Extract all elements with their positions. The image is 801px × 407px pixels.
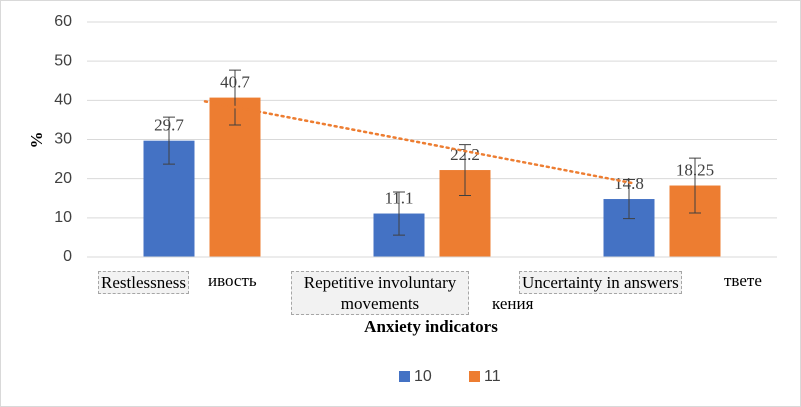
y-tick-label: 50 bbox=[54, 52, 72, 69]
y-tick-label: 60 bbox=[54, 13, 72, 30]
legend-label: 10 bbox=[414, 368, 432, 385]
legend-swatch bbox=[399, 371, 410, 382]
stray-label: кения bbox=[492, 294, 534, 313]
x-tick-label: Repetitive involuntary movements bbox=[291, 271, 469, 315]
error-bar bbox=[229, 69, 241, 126]
y-axis-title: % bbox=[27, 132, 46, 149]
y-tick-label: 0 bbox=[63, 248, 72, 265]
y-tick-label: 40 bbox=[54, 92, 72, 109]
trendline bbox=[203, 100, 637, 185]
value-label: 40.7 bbox=[220, 72, 250, 91]
x-tick-label: Restlessness bbox=[98, 271, 189, 294]
error-bar bbox=[689, 157, 701, 214]
x-axis-title: Anxiety indicators bbox=[364, 317, 498, 336]
value-label: 11.1 bbox=[384, 188, 413, 207]
error-bar bbox=[163, 116, 175, 165]
stray-label: твете bbox=[724, 271, 762, 290]
y-tick-label: 20 bbox=[54, 170, 72, 187]
legend-swatch bbox=[469, 371, 480, 382]
y-tick-label: 10 bbox=[54, 209, 72, 226]
value-label: 18.25 bbox=[676, 160, 714, 179]
error-bar bbox=[623, 178, 635, 220]
x-tick-label: Uncertainty in answers bbox=[519, 271, 682, 294]
error-bar bbox=[459, 144, 471, 197]
value-label: 29.7 bbox=[154, 116, 184, 135]
legend-label: 11 bbox=[484, 368, 501, 385]
error-bar bbox=[393, 191, 405, 236]
stray-label: ивость bbox=[208, 271, 257, 290]
y-tick-label: 30 bbox=[54, 131, 72, 148]
